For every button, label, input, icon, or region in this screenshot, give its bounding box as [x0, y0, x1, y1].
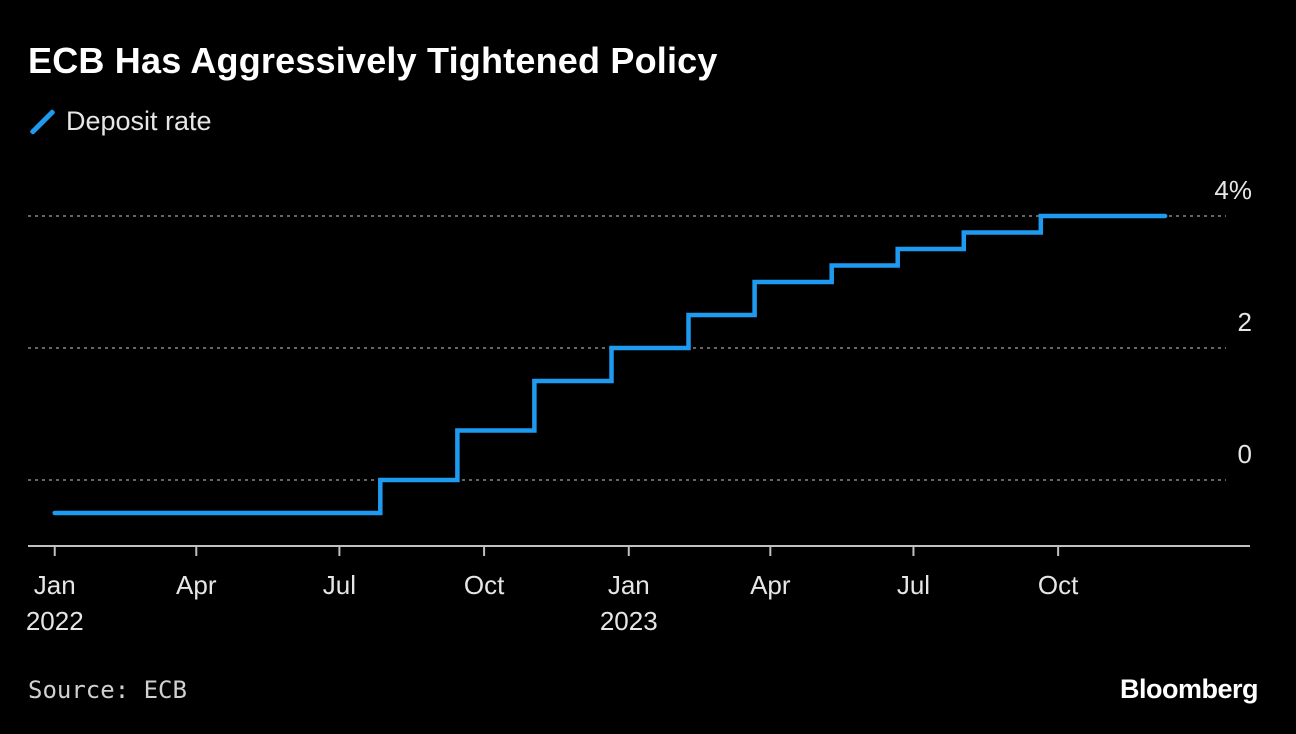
x-tick-year-label: 2023: [600, 606, 658, 636]
x-tick-label: Oct: [1038, 570, 1079, 600]
legend-label: Deposit rate: [66, 106, 212, 136]
legend: Deposit rate: [28, 106, 212, 137]
x-tick-label: Oct: [464, 570, 505, 600]
brand-logo: Bloomberg: [1119, 674, 1259, 704]
x-tick-label: Jul: [897, 570, 930, 600]
x-tick-label: Apr: [176, 570, 217, 600]
x-tick-label: Jan: [34, 570, 76, 600]
x-tick-label: Apr: [750, 570, 791, 600]
series-line-deposit-rate: [52, 213, 1168, 516]
source-note: Source: ECB: [28, 676, 187, 704]
chart-title: ECB Has Aggressively Tightened Policy: [28, 40, 718, 81]
x-tick-label: Jan: [608, 570, 650, 600]
y-tick-label: 4%: [1214, 175, 1252, 205]
y-tick-label: 0: [1238, 439, 1252, 469]
x-tick-year-label: 2022: [26, 606, 84, 636]
y-tick-label: 2: [1238, 307, 1252, 337]
x-tick-label: Jul: [323, 570, 356, 600]
